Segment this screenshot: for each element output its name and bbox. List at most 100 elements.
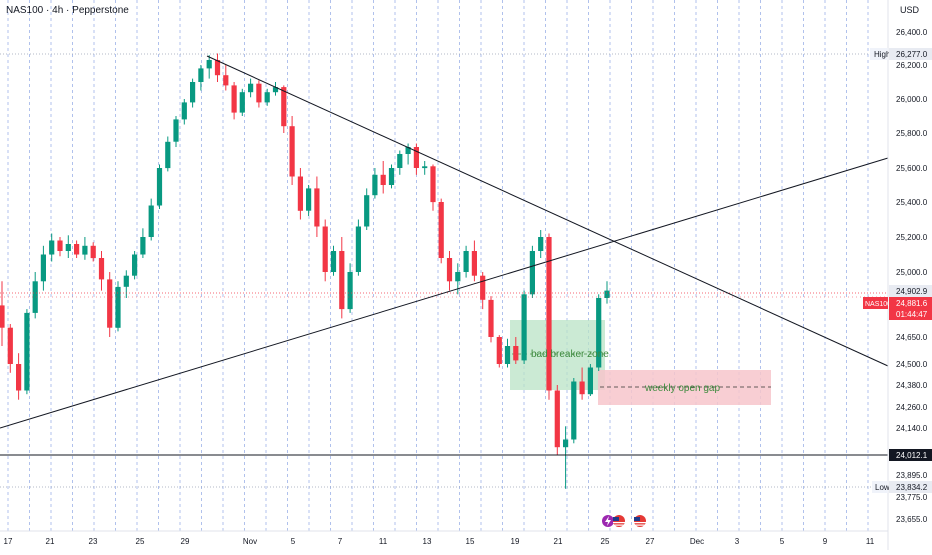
high-text: High (874, 50, 890, 59)
time-axis[interactable]: 17 21 23 25 29 Nov 5 7 11 13 15 19 21 25 27 Dec 3 5 9 11 (4, 537, 875, 546)
candle-body (107, 279, 113, 328)
candle-body (314, 188, 320, 227)
candle-body (65, 244, 71, 251)
candle-body (563, 439, 569, 448)
candle (65, 235, 71, 258)
candle-body (49, 240, 55, 255)
candle (132, 251, 138, 280)
candle-body (380, 174, 386, 185)
candle (571, 378, 577, 444)
candle-body (513, 346, 519, 361)
candle (248, 78, 254, 98)
candle-body (16, 364, 22, 391)
candle-body (98, 258, 105, 280)
candle (438, 198, 444, 264)
candle-body (463, 251, 469, 272)
price-tick-label: 25,800.0 (896, 129, 928, 138)
candle-body (248, 83, 254, 93)
candle-body (0, 305, 5, 328)
candle (297, 168, 303, 220)
candle (7, 324, 13, 373)
candle-body (289, 126, 295, 177)
candle-body (438, 202, 444, 258)
candle-body (388, 168, 395, 185)
time-tick-label: 3 (735, 537, 740, 546)
candle-body (140, 237, 146, 255)
candle (546, 233, 552, 400)
countdown-value: 01:44:47 (896, 310, 928, 319)
time-tick-label: 7 (338, 537, 343, 546)
candle (496, 335, 502, 368)
candle (223, 65, 229, 91)
descending-trendline (206, 55, 889, 367)
candle-body (496, 337, 502, 364)
candle (397, 150, 403, 175)
candle-body (90, 245, 96, 259)
candle-body (604, 290, 610, 298)
candle-body (355, 226, 361, 272)
candle-body (57, 240, 63, 251)
candle (272, 82, 279, 96)
candle (413, 143, 419, 175)
candle-body (554, 390, 560, 448)
candle-body (239, 92, 245, 113)
candle (289, 116, 295, 185)
time-tick-label: 5 (780, 537, 785, 546)
candle-body (488, 299, 494, 337)
candle (239, 88, 245, 116)
candle-body (546, 237, 552, 391)
candle-body (214, 60, 221, 76)
price-axis[interactable]: 26,400.0 26,200.0 26,000.0 25,800.0 25,600.0… (896, 28, 928, 524)
candle-body (190, 82, 196, 103)
candle (587, 364, 593, 396)
time-tick-label: 27 (646, 537, 655, 546)
candle-body (223, 75, 229, 86)
candle-body (198, 68, 204, 82)
time-tick-label: 15 (466, 537, 475, 546)
breaker-zone-label: bad breaker zone (531, 349, 609, 360)
high-tag: High 26,277.0 (870, 48, 932, 60)
low-text: Low (875, 483, 890, 492)
low-tag: Low 23,834.2 (872, 481, 932, 493)
candle (206, 55, 212, 79)
candle (40, 245, 46, 291)
candle (256, 80, 262, 108)
symbol-price-tag: NAS100 24,881.6 01:44:47 (863, 297, 932, 320)
candle-body (330, 251, 337, 272)
candle (355, 219, 361, 276)
time-tick-label: 23 (89, 537, 98, 546)
candle (604, 281, 610, 304)
candle-body (422, 166, 428, 169)
candle (165, 136, 171, 172)
time-tick-label: 9 (823, 537, 828, 546)
candle-body (132, 254, 138, 276)
candle (16, 353, 22, 400)
candle (380, 161, 386, 194)
candle (596, 294, 602, 371)
price-tick-label: 26,000.0 (896, 95, 928, 104)
candle-body (24, 312, 30, 391)
time-tick-label: Dec (690, 537, 704, 546)
candle-body (397, 154, 403, 168)
candle (24, 309, 30, 395)
symbol-value: 24,881.6 (896, 299, 928, 308)
candle-body (40, 254, 46, 282)
price-tick-label: 24,260.0 (896, 403, 928, 412)
candle-body (297, 176, 303, 211)
candle (504, 338, 511, 368)
candle (513, 337, 519, 364)
price-tick-label: 26,400.0 (896, 28, 928, 37)
candle-body (264, 92, 270, 103)
candle (49, 233, 55, 262)
candle-body (272, 87, 279, 93)
candle (463, 245, 469, 278)
price-tick-label: 25,000.0 (896, 268, 928, 277)
low-value: 23,834.2 (896, 483, 928, 492)
price-tick-label: 25,600.0 (896, 164, 928, 173)
candle (181, 99, 187, 125)
candle-body (430, 166, 436, 203)
candle-body (82, 245, 88, 255)
candle (74, 240, 80, 258)
